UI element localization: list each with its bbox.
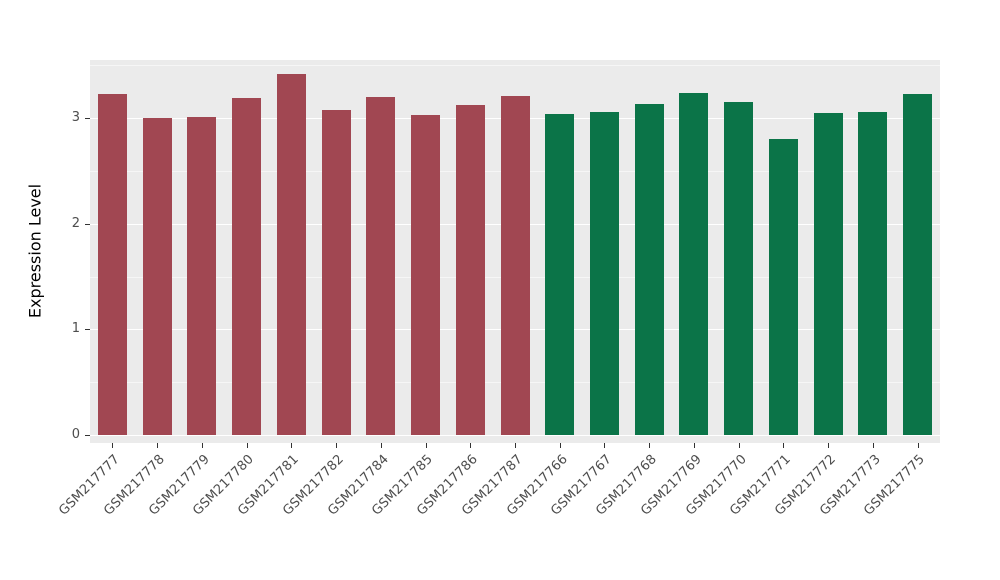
y-tick-mark [85,118,90,120]
bar [724,102,754,435]
y-tick-mark [85,329,90,331]
x-tick-mark [738,443,740,448]
bar [634,104,664,435]
x-tick-mark [828,443,830,448]
x-tick-mark [380,443,382,448]
y-axis-title: Expression Level [25,183,45,319]
bar [545,113,575,435]
y-tick-label: 1 [71,321,80,337]
x-tick-mark [649,443,651,448]
x-tick-mark [917,443,919,448]
x-tick-mark [336,443,338,448]
bar [232,98,262,435]
bar [97,93,127,435]
x-tick-mark [201,443,203,448]
x-tick-mark [693,443,695,448]
bar [276,73,306,435]
bar [142,118,172,435]
bar [411,114,441,435]
bar [858,111,888,435]
x-tick-mark [872,443,874,448]
x-tick-mark [783,443,785,448]
x-tick-mark [604,443,606,448]
y-tick-label: 0 [71,427,80,442]
y-tick-mark [85,223,90,225]
bar [187,117,217,435]
bar [366,96,396,435]
x-tick-mark [291,443,293,448]
x-tick-mark [515,443,516,448]
x-tick-mark [246,443,248,448]
bar [813,112,843,435]
gridline-major [90,435,940,436]
x-tick-mark [112,443,114,448]
bar [455,105,485,435]
y-tick-label: 2 [71,215,80,231]
x-tick-mark [470,443,472,448]
bar [589,111,619,435]
y-tick-mark [85,435,90,436]
bar [679,92,709,435]
x-tick-mark [425,443,427,448]
x-tick-mark [559,443,561,448]
bar [500,95,530,435]
bar [903,93,933,435]
bar [321,109,351,435]
plot-area [90,60,940,443]
x-tick-mark [157,443,159,448]
y-tick-label: 3 [71,110,80,126]
bar [768,139,798,435]
gridline-minor [90,65,940,67]
